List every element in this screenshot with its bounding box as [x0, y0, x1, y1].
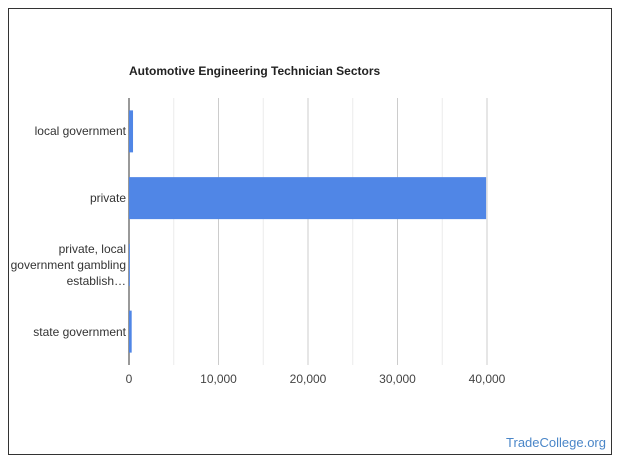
y-tick-label: local government	[34, 124, 126, 139]
x-tick-label: 10,000	[200, 372, 237, 386]
x-tick-label: 20,000	[290, 372, 327, 386]
y-tick-label: state government	[33, 324, 126, 339]
x-tick-label: 0	[126, 372, 133, 386]
watermark: TradeCollege.org	[506, 435, 606, 450]
x-tick-label: 30,000	[379, 372, 416, 386]
x-tick-label: 40,000	[469, 372, 506, 386]
y-tick-label: private, local government gambling estab…	[10, 241, 126, 288]
bar	[129, 243, 130, 286]
y-tick-label: private	[89, 191, 126, 206]
bar	[129, 310, 132, 353]
bar	[129, 177, 487, 220]
bar	[129, 110, 134, 153]
frame	[8, 8, 612, 455]
chart-title: Automotive Engineering Technician Sector…	[129, 64, 380, 78]
